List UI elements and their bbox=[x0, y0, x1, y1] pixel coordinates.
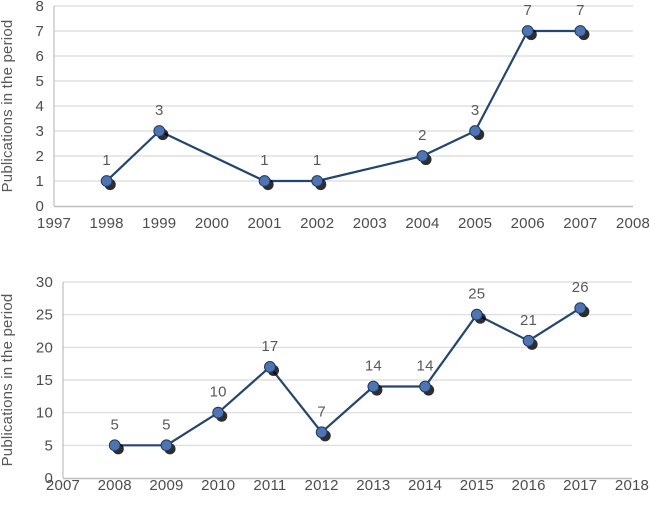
y-tick-label: 10 bbox=[36, 405, 53, 422]
x-tick-label: 2017 bbox=[563, 477, 597, 494]
data-label: 5 bbox=[110, 416, 119, 433]
x-tick-label: 2010 bbox=[201, 477, 235, 494]
x-tick-label: 2012 bbox=[305, 477, 339, 494]
x-tick-label: 2013 bbox=[356, 477, 390, 494]
data-point-marker bbox=[153, 125, 166, 137]
data-point-marker bbox=[522, 334, 535, 347]
x-tick-label: 1998 bbox=[90, 215, 124, 232]
y-tick-label: 0 bbox=[44, 470, 53, 487]
data-label: 5 bbox=[162, 416, 171, 433]
data-point-marker bbox=[315, 426, 328, 439]
data-point-marker bbox=[160, 439, 173, 452]
gridlines bbox=[54, 5, 633, 182]
data-label: 14 bbox=[417, 358, 434, 375]
x-tick-label: 2008 bbox=[616, 215, 650, 232]
y-tick-label: 5 bbox=[35, 73, 44, 90]
x-tick-label: 2004 bbox=[405, 215, 439, 232]
y-tick-label: 0 bbox=[35, 198, 44, 215]
x-tick-label: 2011 bbox=[253, 477, 286, 494]
data-label: 14 bbox=[365, 358, 382, 375]
y-tick-label: 5 bbox=[44, 437, 53, 454]
y-tick-labels: 0 1 2 3 4 5 6 7 8 bbox=[35, 0, 44, 215]
data-label: 3 bbox=[471, 102, 480, 119]
data-label: 26 bbox=[572, 279, 589, 296]
x-tick-labels: 1997 1998 1999 2000 2001 2002 2003 2004 2005 2006… bbox=[37, 215, 650, 232]
x-tick-label: 2000 bbox=[195, 215, 229, 232]
data-label: 1 bbox=[260, 152, 269, 169]
data-point-marker bbox=[311, 175, 324, 187]
x-tick-label: 2014 bbox=[408, 477, 442, 494]
data-point-markers bbox=[100, 25, 590, 191]
y-tick-label: 2 bbox=[35, 148, 44, 165]
x-tick-label: 2006 bbox=[511, 215, 545, 232]
data-point-marker bbox=[367, 380, 380, 393]
y-tick-label: 25 bbox=[36, 307, 53, 324]
x-tick-label: 2007 bbox=[46, 477, 80, 494]
y-tick-label: 6 bbox=[35, 48, 44, 65]
data-point-marker bbox=[419, 380, 431, 393]
data-label: 7 bbox=[317, 403, 326, 420]
x-tick-label: 2003 bbox=[353, 215, 387, 232]
data-point-marker bbox=[574, 25, 587, 37]
data-labels: 1 3 1 1 2 3 7 7 bbox=[102, 2, 584, 169]
top-chart-figure: 0 1 2 3 4 5 6 7 8 1997 1998 1999 2000 2001 2002 2003 200… bbox=[0, 0, 650, 247]
y-tick-label: 8 bbox=[35, 0, 44, 15]
x-tick-label: 1997 bbox=[37, 215, 71, 232]
y-tick-label: 4 bbox=[35, 98, 44, 115]
y-axis-title: Publications in the period bbox=[0, 20, 16, 193]
x-tick-label: 1999 bbox=[142, 215, 176, 232]
series-line bbox=[105, 29, 582, 183]
data-label: 7 bbox=[576, 2, 585, 19]
y-tick-label: 1 bbox=[35, 173, 44, 190]
x-tick-label: 2002 bbox=[300, 215, 334, 232]
x-tick-label: 2005 bbox=[458, 215, 492, 232]
y-tick-label: 20 bbox=[36, 339, 53, 356]
data-label: 7 bbox=[523, 2, 532, 19]
data-point-markers bbox=[108, 302, 590, 455]
x-tick-labels: 2007 2008 2009 2010 2011 2012 2013 2014 2015 2016… bbox=[46, 477, 649, 494]
data-label: 3 bbox=[155, 102, 164, 119]
data-point-marker bbox=[264, 361, 276, 373]
data-point-marker bbox=[469, 125, 481, 137]
bottom-chart-figure: 0 5 10 15 20 25 30 2007 2008 2009 2010 2011 2012 2013… bbox=[0, 247, 650, 507]
data-point-marker bbox=[574, 302, 587, 315]
data-point-marker bbox=[521, 25, 534, 37]
data-point-marker bbox=[258, 175, 271, 187]
x-tick-label: 2018 bbox=[615, 477, 649, 494]
x-tick-label: 2009 bbox=[149, 477, 183, 494]
data-point-marker bbox=[108, 439, 121, 452]
data-label: 1 bbox=[313, 152, 322, 169]
y-tick-label: 3 bbox=[35, 123, 44, 140]
data-labels: 5 5 10 17 7 14 14 25 21 26 bbox=[110, 279, 588, 433]
y-tick-labels: 0 5 10 15 20 25 30 bbox=[36, 274, 53, 487]
data-label: 25 bbox=[468, 286, 485, 303]
data-point-marker bbox=[470, 308, 483, 321]
y-tick-label: 15 bbox=[36, 372, 53, 389]
x-tick-label: 2015 bbox=[460, 477, 494, 494]
x-tick-label: 2008 bbox=[98, 477, 132, 494]
x-tick-label: 2007 bbox=[563, 215, 597, 232]
data-label: 17 bbox=[261, 338, 278, 355]
y-axis-title: Publications in the period bbox=[0, 294, 16, 467]
data-point-marker bbox=[416, 150, 429, 162]
x-tick-label: 2001 bbox=[247, 215, 281, 232]
publications-1997-2008-line-chart: 0 1 2 3 4 5 6 7 8 1997 1998 1999 2000 2001 2002 2003 200… bbox=[0, 0, 650, 232]
data-point-marker bbox=[212, 406, 225, 419]
data-point-marker bbox=[100, 175, 113, 187]
data-label: 21 bbox=[520, 312, 537, 329]
gridlines bbox=[63, 281, 632, 446]
data-label: 1 bbox=[102, 152, 111, 169]
x-tick-label: 2016 bbox=[511, 477, 545, 494]
data-label: 2 bbox=[418, 127, 427, 144]
data-label: 10 bbox=[210, 384, 227, 401]
publications-2007-2018-line-chart: 0 5 10 15 20 25 30 2007 2008 2009 2010 2011 2012 2013… bbox=[0, 274, 649, 494]
y-tick-label: 30 bbox=[36, 274, 53, 291]
y-tick-label: 7 bbox=[35, 23, 44, 40]
series-line bbox=[113, 306, 582, 447]
